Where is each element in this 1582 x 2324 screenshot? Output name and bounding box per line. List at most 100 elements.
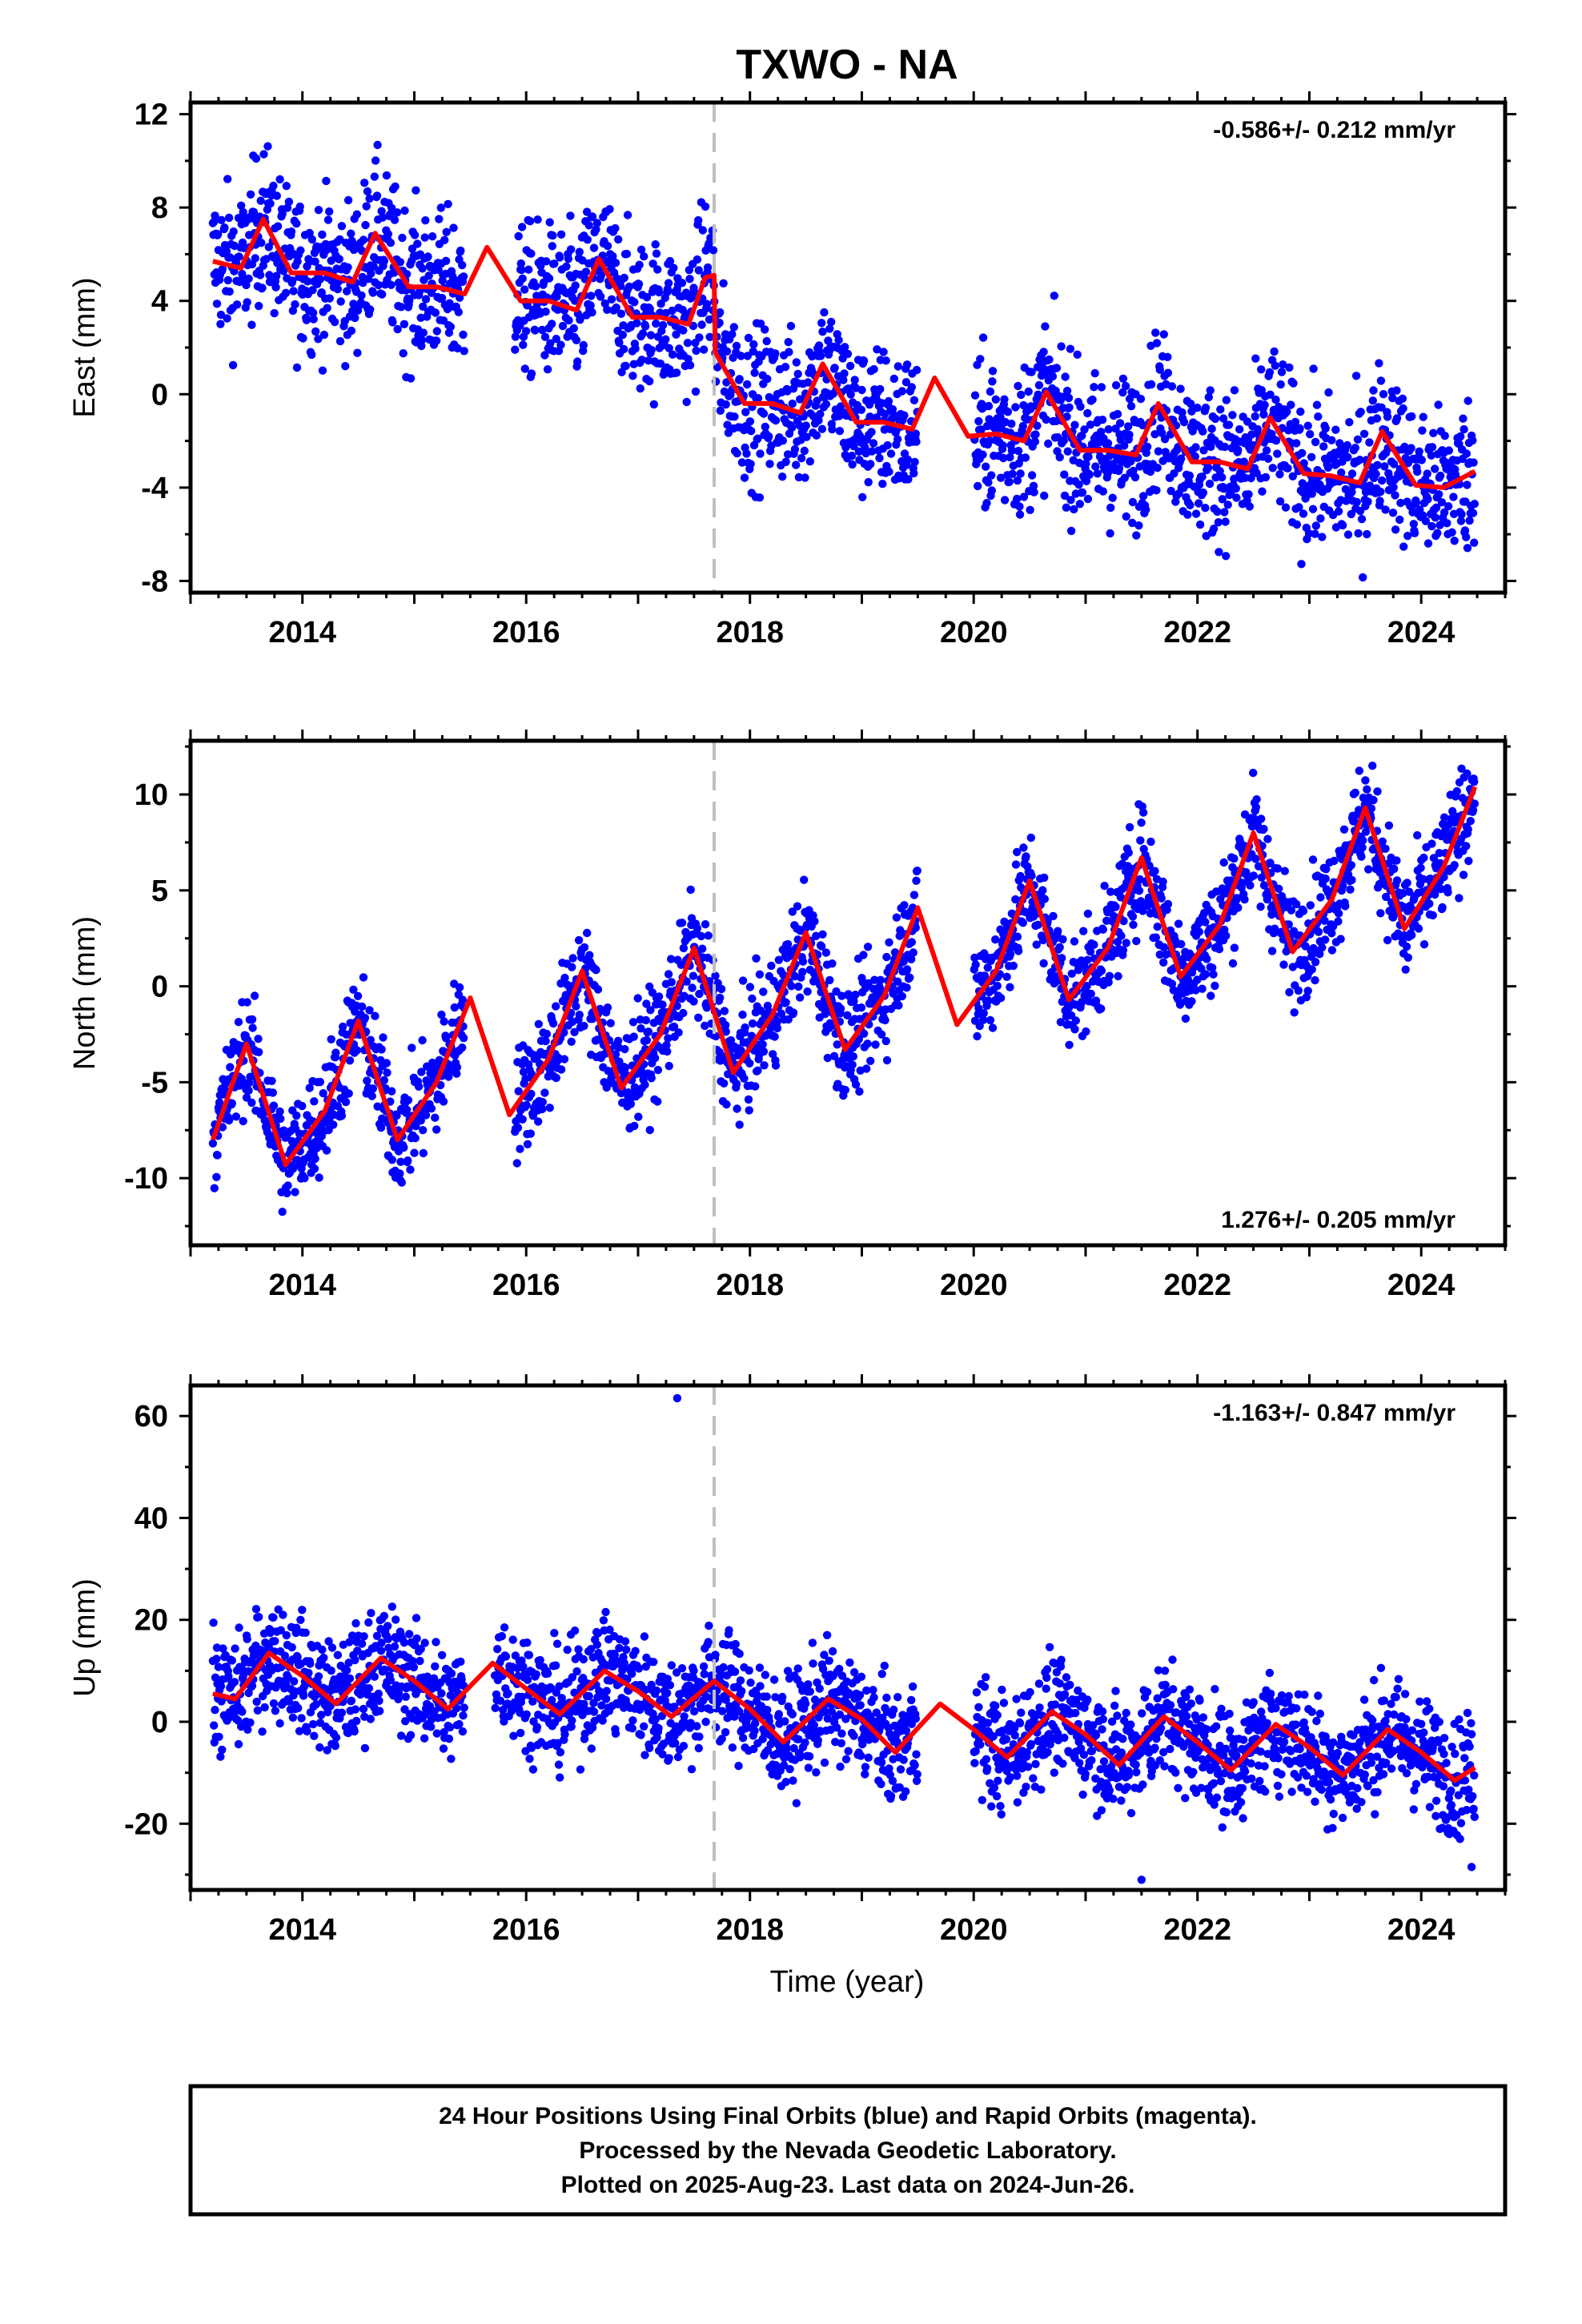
data-point [688, 983, 697, 992]
data-point [592, 966, 600, 975]
data-point [315, 1077, 325, 1087]
data-point [215, 1098, 224, 1107]
data-point [1033, 421, 1042, 430]
data-point [685, 360, 695, 370]
data-point [583, 235, 592, 244]
data-point [1403, 879, 1411, 887]
data-point [889, 374, 899, 384]
data-point [620, 273, 628, 283]
data-point [816, 409, 825, 419]
data-point [735, 1120, 744, 1129]
data-point [1093, 469, 1102, 478]
data-point [269, 1699, 279, 1708]
data-point [455, 983, 464, 992]
data-point [1353, 435, 1363, 444]
data-point [1455, 894, 1464, 903]
data-point [1312, 400, 1322, 409]
data-point [628, 372, 637, 380]
data-point [1045, 355, 1054, 364]
data-point [1216, 405, 1225, 414]
data-point [743, 352, 752, 360]
data-point [404, 1156, 412, 1165]
data-point [584, 221, 593, 230]
data-point [827, 317, 836, 327]
data-point [678, 305, 687, 315]
data-point [1423, 495, 1432, 504]
data-point [396, 258, 405, 267]
data-point [1211, 981, 1219, 991]
data-point [1359, 573, 1367, 582]
data-point [363, 1076, 371, 1085]
data-point [996, 412, 1005, 421]
data-point [1320, 935, 1330, 944]
data-point [581, 267, 591, 276]
data-point [1070, 505, 1078, 514]
data-point [387, 1156, 396, 1164]
data-point [847, 452, 857, 460]
data-point [730, 412, 739, 421]
data-point [741, 1023, 749, 1032]
data-point [765, 460, 774, 468]
data-point [251, 154, 261, 163]
data-point [1034, 390, 1042, 399]
data-point [223, 275, 232, 285]
data-point [216, 320, 225, 328]
data-point [1113, 409, 1122, 419]
data-point [223, 314, 231, 323]
data-point [1106, 529, 1114, 538]
data-point [575, 1011, 584, 1019]
data-point [828, 959, 837, 968]
data-point [1327, 436, 1336, 444]
data-point [850, 376, 859, 384]
data-point [834, 336, 843, 344]
y-tick-label: 5 [151, 875, 168, 908]
data-point [435, 215, 444, 223]
data-point [1066, 344, 1075, 353]
data-point [1308, 855, 1318, 864]
data-point [978, 450, 987, 459]
data-point [1351, 788, 1360, 798]
data-point [1219, 858, 1228, 867]
data-point [1235, 424, 1244, 434]
data-point [1011, 860, 1021, 869]
data-point [647, 1074, 656, 1083]
data-point [849, 1052, 858, 1061]
data-point [1039, 959, 1048, 968]
data-point [999, 453, 1008, 463]
data-point [879, 348, 888, 356]
data-point [1222, 931, 1231, 940]
data-point [1187, 997, 1196, 1006]
data-point [397, 1178, 406, 1187]
data-point [611, 223, 620, 233]
data-point [1019, 493, 1029, 501]
data-point [814, 341, 824, 350]
data-point [1428, 911, 1437, 920]
data-point [1027, 871, 1036, 880]
data-point [830, 364, 839, 372]
data-point [1026, 505, 1034, 514]
data-point [794, 982, 803, 991]
data-point [843, 349, 853, 359]
data-point [538, 1098, 547, 1107]
data-point [1324, 388, 1333, 397]
data-point [365, 194, 374, 203]
data-point [796, 993, 805, 1002]
data-point [619, 344, 628, 354]
data-point [566, 211, 575, 220]
data-point [458, 1043, 467, 1052]
data-point [812, 431, 821, 440]
data-point [704, 931, 713, 940]
data-point [1334, 917, 1343, 926]
data-point [224, 1116, 234, 1125]
data-point [650, 1054, 660, 1063]
data-point [798, 967, 807, 976]
data-point [1152, 339, 1162, 348]
data-point [417, 336, 427, 344]
data-point [254, 1035, 263, 1043]
data-point [215, 1732, 223, 1741]
data-point [379, 256, 388, 266]
data-point [644, 356, 653, 365]
data-point [705, 332, 714, 341]
data-point [785, 348, 793, 356]
data-point [1258, 487, 1267, 496]
